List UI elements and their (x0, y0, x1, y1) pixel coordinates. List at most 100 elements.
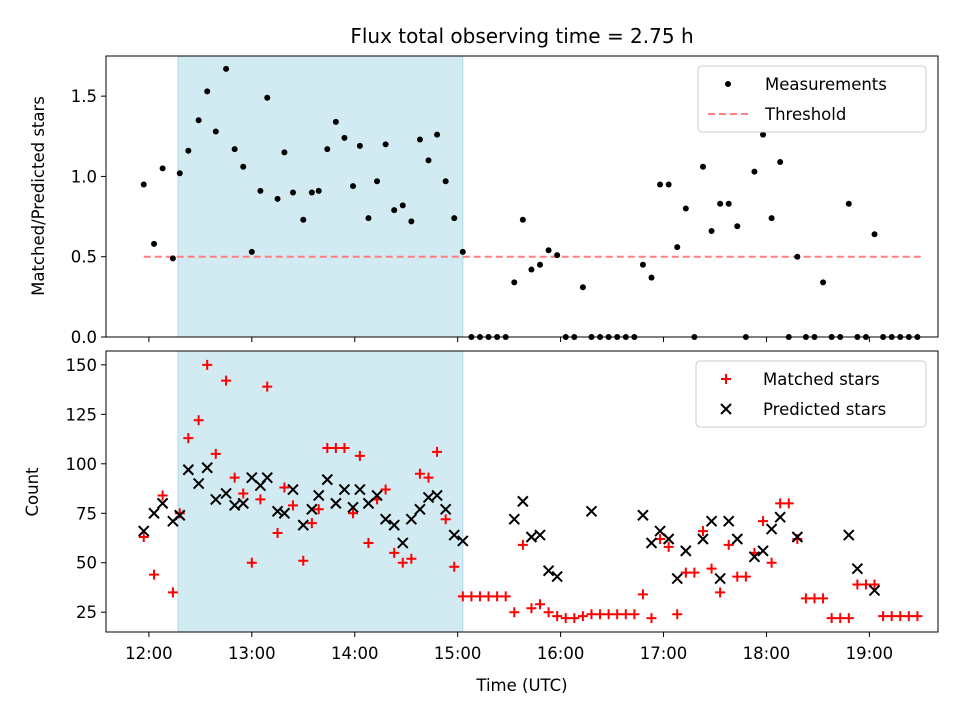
matched-star-point (869, 579, 880, 590)
measurement-point (274, 195, 281, 202)
predicted-star-point (414, 503, 426, 516)
matched-star-point (912, 611, 923, 622)
measurement-point (185, 147, 192, 154)
measurement-point (768, 215, 775, 222)
predicted-star-point (228, 499, 241, 512)
matched-star-point (348, 508, 359, 519)
matched-star-point (680, 567, 691, 578)
bot-legend-label: Predicted stars (763, 400, 886, 419)
matched-star-point (423, 472, 434, 483)
bot-xtick: 19:00 (846, 632, 893, 663)
matched-star-point (255, 494, 266, 505)
matched-star-point (629, 609, 640, 620)
matched-star-point (586, 609, 597, 620)
bottom-xtick-label: 13:00 (228, 644, 276, 663)
matched-star-point (800, 593, 811, 604)
predicted-star-point (138, 525, 150, 537)
bot-xtick: 13:00 (228, 632, 276, 663)
matched-star-point (149, 569, 160, 580)
measurement-point (725, 200, 732, 207)
predicted-star-point (662, 533, 675, 545)
legend-x-icon (720, 403, 732, 415)
matched-star-point (577, 611, 588, 622)
measurement-point (391, 207, 398, 214)
predicted-star-point (388, 519, 400, 531)
predicted-star-point (397, 537, 409, 549)
measurement-point (300, 216, 307, 223)
matched-star-point (543, 607, 554, 618)
bottom-legend: Matched stars Predicted stars (695, 360, 927, 428)
predicted-star-point (439, 503, 452, 516)
predicted-star-point (765, 523, 778, 535)
bot-ytick: 150 (66, 356, 106, 375)
measurement-point (708, 228, 715, 235)
predicted-star-point (757, 545, 769, 557)
bot-xtick: 18:00 (743, 632, 791, 663)
top-ytick: 0.0 (71, 328, 106, 347)
matched-star-point (238, 488, 249, 499)
predicted-star-point (347, 501, 359, 514)
measurement-point (248, 248, 255, 255)
measurement-point (140, 181, 147, 188)
measurement-point (425, 157, 432, 164)
matched-star-point (783, 498, 794, 509)
measurement-point (374, 178, 381, 185)
measurement-point (315, 187, 322, 194)
predicted-star-point (748, 551, 761, 563)
bot-xtick: 16:00 (537, 632, 584, 663)
matched-star-point (878, 611, 889, 622)
top-legend-item: Measurements (725, 75, 887, 94)
predicted-star-point (379, 513, 392, 525)
matched-star-point (262, 381, 273, 392)
bot-ytick-label: 75 (76, 504, 97, 523)
matched-star-point (723, 539, 734, 550)
measurement-point (648, 274, 655, 281)
matched-star-point (663, 541, 674, 552)
predicted-star-point (297, 519, 309, 531)
measurement-point (308, 189, 315, 196)
bot-xtick: 17:00 (640, 632, 687, 663)
predicted-star-point (517, 495, 529, 508)
matched-star-point (535, 599, 546, 610)
matched-star-point (202, 359, 213, 370)
matched-star-point (672, 609, 683, 620)
predicted-star-point (237, 497, 249, 510)
bot-ytick-label: 150 (66, 356, 98, 375)
measurement-point (416, 136, 423, 143)
matched-star-point (440, 514, 451, 525)
matched-star-point (860, 579, 871, 590)
matched-star-point (715, 587, 726, 598)
predicted-star-point (287, 483, 299, 496)
measurement-point (257, 187, 264, 194)
bottom-ylabel: Count (23, 467, 42, 517)
bot-ytick-label: 125 (66, 405, 98, 424)
matched-star-point (380, 484, 391, 495)
predicted-star-point (697, 533, 709, 545)
top-legend: Measurements Threshold (697, 65, 927, 133)
predicted-star-point (271, 505, 284, 517)
legend-plus-icon (721, 374, 731, 384)
predicted-star-point (148, 507, 160, 519)
matched-star-point (509, 607, 520, 618)
matched-star-point (466, 591, 477, 602)
measurement-point (434, 131, 441, 138)
measurement-point (528, 266, 535, 273)
predicted-star-point (637, 509, 649, 521)
predicted-star-point (174, 509, 186, 521)
top-legend-label: Measurements (765, 75, 887, 94)
measurement-point (871, 231, 878, 238)
measurement-point (777, 158, 784, 165)
measurement-point (231, 146, 238, 153)
predicted-star-point (354, 483, 366, 496)
bot-ytick: 75 (76, 504, 106, 523)
matched-star-point (903, 611, 914, 622)
bottom-xtick-label: 18:00 (743, 644, 791, 663)
matched-star-point (246, 557, 257, 568)
matched-star-point (287, 500, 298, 511)
matched-star-point (697, 526, 708, 537)
predicted-star-point (714, 572, 726, 585)
legend-dot-icon (725, 81, 731, 87)
predicted-star-point (551, 570, 563, 583)
matched-star-point (306, 518, 317, 529)
top-panel: 0.0 0.5 1.0 1.5 Flux total observing time =… (29, 24, 939, 347)
